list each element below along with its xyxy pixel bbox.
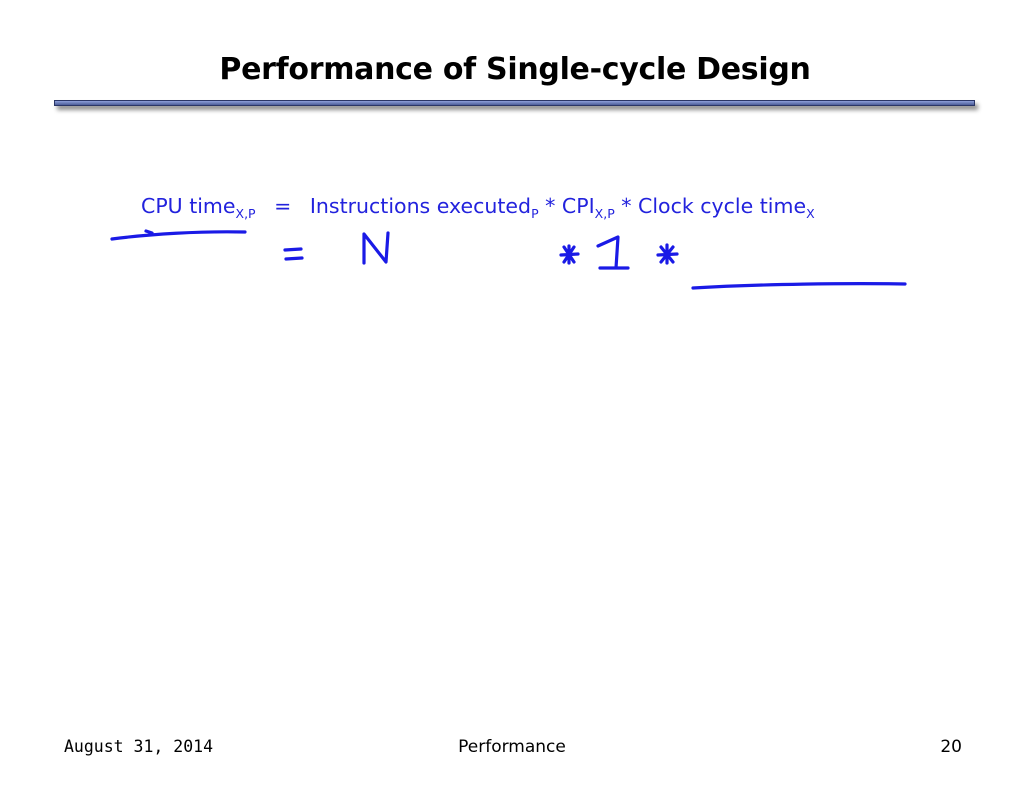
formula-cpu-time-subscript: X,P: [235, 206, 256, 221]
formula-clock-cycle-time-subscript: X: [806, 206, 815, 221]
cpu-time-formula: CPU timeX,P = Instructions executedP * C…: [141, 194, 815, 221]
ink-asterisk-2: [656, 243, 679, 265]
formula-instructions: Instructions executed: [309, 194, 532, 218]
ink-blank-underline-cpu-time: [110, 230, 247, 241]
footer-date: August 31, 2014: [64, 737, 214, 756]
formula-times-2: *: [621, 194, 632, 218]
formula-instructions-subscript: P: [531, 206, 539, 221]
formula-cpi: CPI: [561, 194, 595, 218]
ink-equals-symbol: [283, 247, 304, 261]
ink-blank-underline-cpu-time-tick: [144, 229, 154, 235]
formula-clock-cycle-time: Clock cycle time: [638, 194, 807, 218]
formula-cpu-time: CPU time: [141, 194, 236, 218]
footer-topic: Performance: [458, 737, 566, 757]
ink-blank-underline-answer: [691, 282, 907, 290]
ink-letter-n: [362, 231, 390, 265]
formula-equals: =: [274, 194, 292, 218]
ink-asterisk-1: [559, 244, 580, 265]
title-rule: [54, 100, 975, 106]
formula-times-1: *: [545, 194, 556, 218]
slide-title: Performance of Single-cycle Design: [219, 52, 811, 87]
ink-digit-1: [596, 235, 630, 270]
formula-cpi-subscript: X,P: [594, 206, 615, 221]
footer-page-number: 20: [940, 737, 962, 757]
